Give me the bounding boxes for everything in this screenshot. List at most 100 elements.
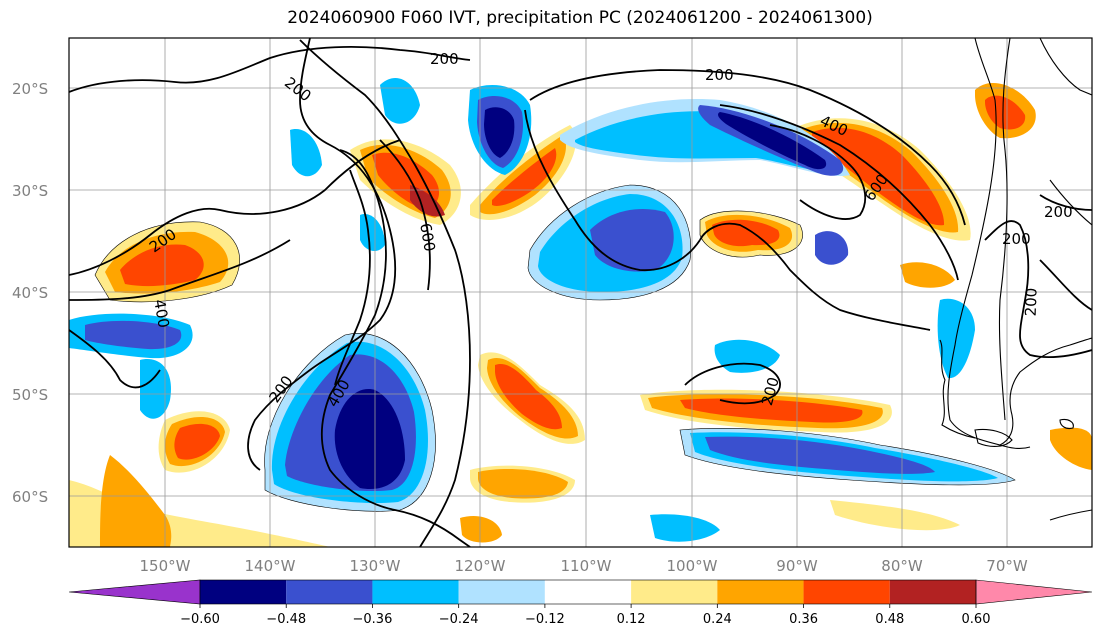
ivt-contour-label: 200 [1044, 203, 1073, 221]
colorbar-tick-label: 0.48 [875, 612, 904, 627]
colorbar-segments [68, 579, 1093, 605]
pc-positive-area [174, 423, 220, 460]
lon-label: 140°W [245, 557, 296, 575]
coastlines [939, 38, 1092, 521]
pc-negative-area [718, 112, 827, 170]
lon-label: 90°W [776, 557, 818, 575]
ivt-contour-200 [684, 362, 781, 405]
pc-positive-area [812, 127, 945, 226]
negative-anomaly-areas [69, 77, 1015, 542]
pc-negative-area [380, 77, 420, 124]
pc-negative-area [705, 436, 935, 474]
pc-outline [264, 333, 436, 512]
colorbar-tick-label: 0.36 [789, 612, 818, 627]
pc-negative-area [590, 209, 674, 272]
lon-label: 120°W [455, 557, 506, 575]
tierra-del-fuego [974, 428, 1013, 447]
pc-positive-area [492, 148, 557, 206]
map-panel: 200 200 200 200 200 200 200 200 400 400 … [68, 37, 1093, 548]
lon-label: 130°W [350, 557, 401, 575]
colorbar-segment [803, 580, 890, 604]
colorbar-segment [631, 580, 718, 604]
ivt-contour-label: 200 [1022, 287, 1041, 316]
pc-negative-area [650, 514, 720, 542]
ivt-contour-600 [769, 124, 867, 220]
ivt-contour-label: 200 [705, 66, 734, 84]
colorbar-labels: −0.60 −0.48 −0.36 −0.24 −0.12 0.12 0.24 0.36 0.4… [180, 604, 990, 627]
ivt-contour-200 [524, 109, 701, 271]
south-america-coastline [1049, 509, 1092, 521]
lon-label: 80°W [881, 557, 923, 575]
ivt-contour-label: 400 [150, 298, 173, 329]
map-frame [68, 37, 1093, 548]
colorbar: −0.60 −0.48 −0.36 −0.24 −0.12 0.12 0.24 0.36 0.4… [68, 579, 1093, 627]
lat-label: 20°S [12, 80, 48, 98]
pc-negative-area [484, 107, 515, 158]
pc-positive-area [680, 398, 863, 423]
pc-positive-area [495, 363, 562, 430]
pc-positive-area [120, 244, 204, 287]
gridlines [69, 38, 1092, 547]
ivt-contour-200 [69, 329, 161, 389]
lat-label: 60°S [12, 488, 48, 506]
ivt-contour-400 [719, 104, 959, 281]
pc-negative-area [290, 129, 322, 177]
lon-label: 110°W [561, 557, 612, 575]
pc-negative-area [140, 359, 171, 419]
ivt-contour-400 [69, 239, 291, 301]
country-border [1039, 38, 1092, 96]
colorbar-frame [199, 579, 977, 605]
ivt-contour-label: 200 [430, 50, 459, 68]
pc-negative-area [815, 231, 849, 265]
colorbar-segment [544, 580, 632, 604]
pc-positive-area [830, 500, 960, 531]
pc-negative-area [334, 389, 405, 490]
ivt-contour-200 [69, 139, 401, 276]
ivt-contour-600 [334, 169, 371, 386]
country-border [998, 38, 1011, 421]
pc-outline [679, 428, 1016, 486]
country-border [1049, 179, 1092, 226]
colorbar-tick-label: 0.12 [617, 612, 646, 627]
ivt-contour-600 [379, 139, 431, 291]
ivt-contour-200 [69, 46, 471, 93]
colorbar-segment [889, 580, 976, 604]
pc-positive-area [900, 262, 955, 288]
pc-positive-area [100, 455, 172, 547]
colorbar-extend-high [975, 579, 1093, 605]
colorbar-tick-label: −0.24 [439, 612, 479, 627]
colorbar-extend-low [68, 579, 201, 605]
colorbar-segment [286, 580, 373, 604]
ivt-contours [69, 38, 1092, 547]
lat-label: 30°S [12, 182, 48, 200]
colorbar-tick-label: 0.60 [962, 612, 991, 627]
ivt-contour-200 [1039, 259, 1092, 311]
south-america-coastline [939, 339, 976, 439]
ivt-contour-200 [247, 38, 397, 471]
colorbar-tick-label: −0.60 [180, 612, 220, 627]
latitude-labels: 20°S 30°S 40°S 50°S 60°S [12, 80, 48, 506]
south-america-coastline [947, 38, 1031, 450]
pc-outline [94, 221, 240, 303]
south-america-coastline [999, 337, 1092, 446]
colorbar-segment [200, 580, 287, 604]
colorbar-segment [458, 580, 545, 604]
colorbar-segment [717, 580, 804, 604]
pc-positive-area [1050, 427, 1092, 470]
pc-positive-area [460, 515, 502, 543]
map-title: 2024060900 F060 IVT, precipitation PC (2… [287, 8, 873, 28]
falkland-islands [1059, 418, 1074, 430]
ivt-contour-label: 200 [1002, 230, 1031, 248]
pc-positive-area [410, 185, 445, 217]
longitude-labels: 150°W 140°W 130°W 120°W 110°W 100°W 90°W… [140, 557, 1028, 575]
ivt-contour-200 [529, 69, 966, 226]
pc-negative-area [85, 320, 182, 350]
colorbar-tick-label: −0.48 [266, 612, 306, 627]
ivt-contour-400 [320, 149, 471, 547]
lon-label: 70°W [986, 557, 1028, 575]
colorbar-segment [372, 580, 459, 604]
colorbar-tick-label: 0.24 [703, 612, 732, 627]
lat-label: 40°S [12, 284, 48, 302]
lat-label: 50°S [12, 386, 48, 404]
